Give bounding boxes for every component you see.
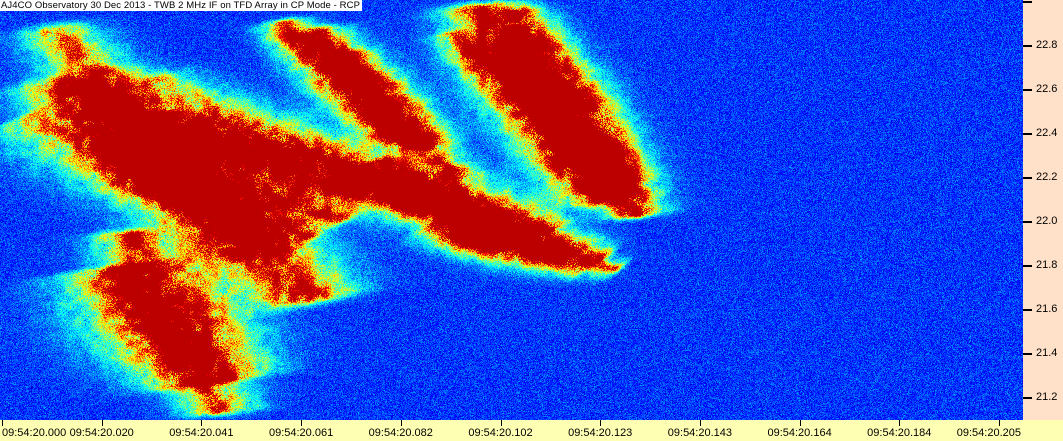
y-axis-tick: 21.6 xyxy=(1023,303,1063,315)
y-axis-tick-mark xyxy=(1023,397,1032,399)
y-axis-tick-label: 21.2 xyxy=(1036,391,1058,403)
y-axis-tick: 22.4 xyxy=(1023,127,1063,139)
y-axis-tick: 22.6 xyxy=(1023,83,1063,95)
x-axis-tick-mark xyxy=(500,420,502,426)
x-axis-tick-label: 09:54:20.082 xyxy=(368,427,433,439)
x-axis-tick-mark xyxy=(201,420,203,426)
y-axis-tick: 22.2 xyxy=(1023,171,1063,183)
y-axis-tick-mark xyxy=(1023,265,1032,267)
y-axis: 22.8 22.6 22.4 22.2 22.0 21.8 21.6 21.4 21.2 xyxy=(1023,0,1063,420)
x-axis-tick-label: 09:54:20.164 xyxy=(767,427,832,439)
y-axis-tick-label: 22.4 xyxy=(1036,127,1058,139)
x-axis-tick-label: 09:54:20.020 xyxy=(69,427,134,439)
y-axis-tick-mark xyxy=(1023,45,1032,47)
y-axis-tick-label: 21.6 xyxy=(1036,303,1058,315)
x-axis-tick-label: 09:54:20.061 xyxy=(268,427,334,439)
x-axis-tick-mark xyxy=(400,420,402,426)
x-axis-tick-label: 09:54:20.205 xyxy=(956,427,1021,439)
y-axis-tick-label: 21.4 xyxy=(1036,347,1058,359)
x-axis-tick-mark xyxy=(899,420,901,426)
spectrogram-canvas[interactable] xyxy=(0,0,1023,420)
y-axis-tick: 21.8 xyxy=(1023,259,1063,271)
x-axis-tick-mark xyxy=(2,420,3,426)
y-axis-tick: 22.0 xyxy=(1023,215,1063,227)
y-axis-tick-mark xyxy=(1023,89,1032,91)
y-axis-tick-label: 22.2 xyxy=(1036,171,1058,183)
x-axis-tick-mark xyxy=(799,420,801,426)
y-axis-tick-unlabeled xyxy=(1023,1,1063,3)
y-axis-tick-label: 22.8 xyxy=(1036,39,1058,51)
y-axis-tick-mark xyxy=(1023,1,1032,3)
y-axis-tick: 22.8 xyxy=(1023,39,1063,51)
x-axis-tick-mark xyxy=(301,420,303,426)
y-axis-tick-mark xyxy=(1023,221,1032,223)
x-axis-tick-label: 09:54:20.184 xyxy=(867,427,932,439)
x-axis-tick-label: 09:54:20.143 xyxy=(667,427,733,439)
x-axis-tick-label: 09:54:20.123 xyxy=(568,427,633,439)
y-axis-tick-mark xyxy=(1023,133,1032,135)
x-axis-tick-mark xyxy=(600,420,602,426)
x-axis-right-filler xyxy=(1023,420,1063,441)
x-axis-tick-mark xyxy=(699,420,701,426)
y-axis-tick-mark xyxy=(1023,309,1032,311)
x-axis-tick-mark xyxy=(101,420,103,426)
y-axis-tick-mark xyxy=(1023,353,1032,355)
page-title: AJ4CO Observatory 30 Dec 2013 - TWB 2 MH… xyxy=(0,0,363,11)
x-axis-tick-label: 09:54:20.000 xyxy=(2,427,67,439)
y-axis-tick: 21.4 xyxy=(1023,347,1063,359)
y-axis-tick-mark xyxy=(1023,177,1032,179)
y-axis-tick-label: 22.6 xyxy=(1036,83,1058,95)
y-axis-tick-label: 22.0 xyxy=(1036,215,1058,227)
x-axis-tick-label: 09:54:20.041 xyxy=(169,427,234,439)
y-axis-tick-label: 21.8 xyxy=(1036,259,1058,271)
x-axis-tick-mark xyxy=(999,420,1000,426)
spectrogram-plot-area[interactable] xyxy=(0,0,1023,420)
y-axis-tick: 21.2 xyxy=(1023,391,1063,403)
x-axis: 09:54:20.000 09:54:20.020 09:54:20.041 09:5… xyxy=(0,420,1063,441)
x-axis-tick-label: 09:54:20.102 xyxy=(468,427,533,439)
